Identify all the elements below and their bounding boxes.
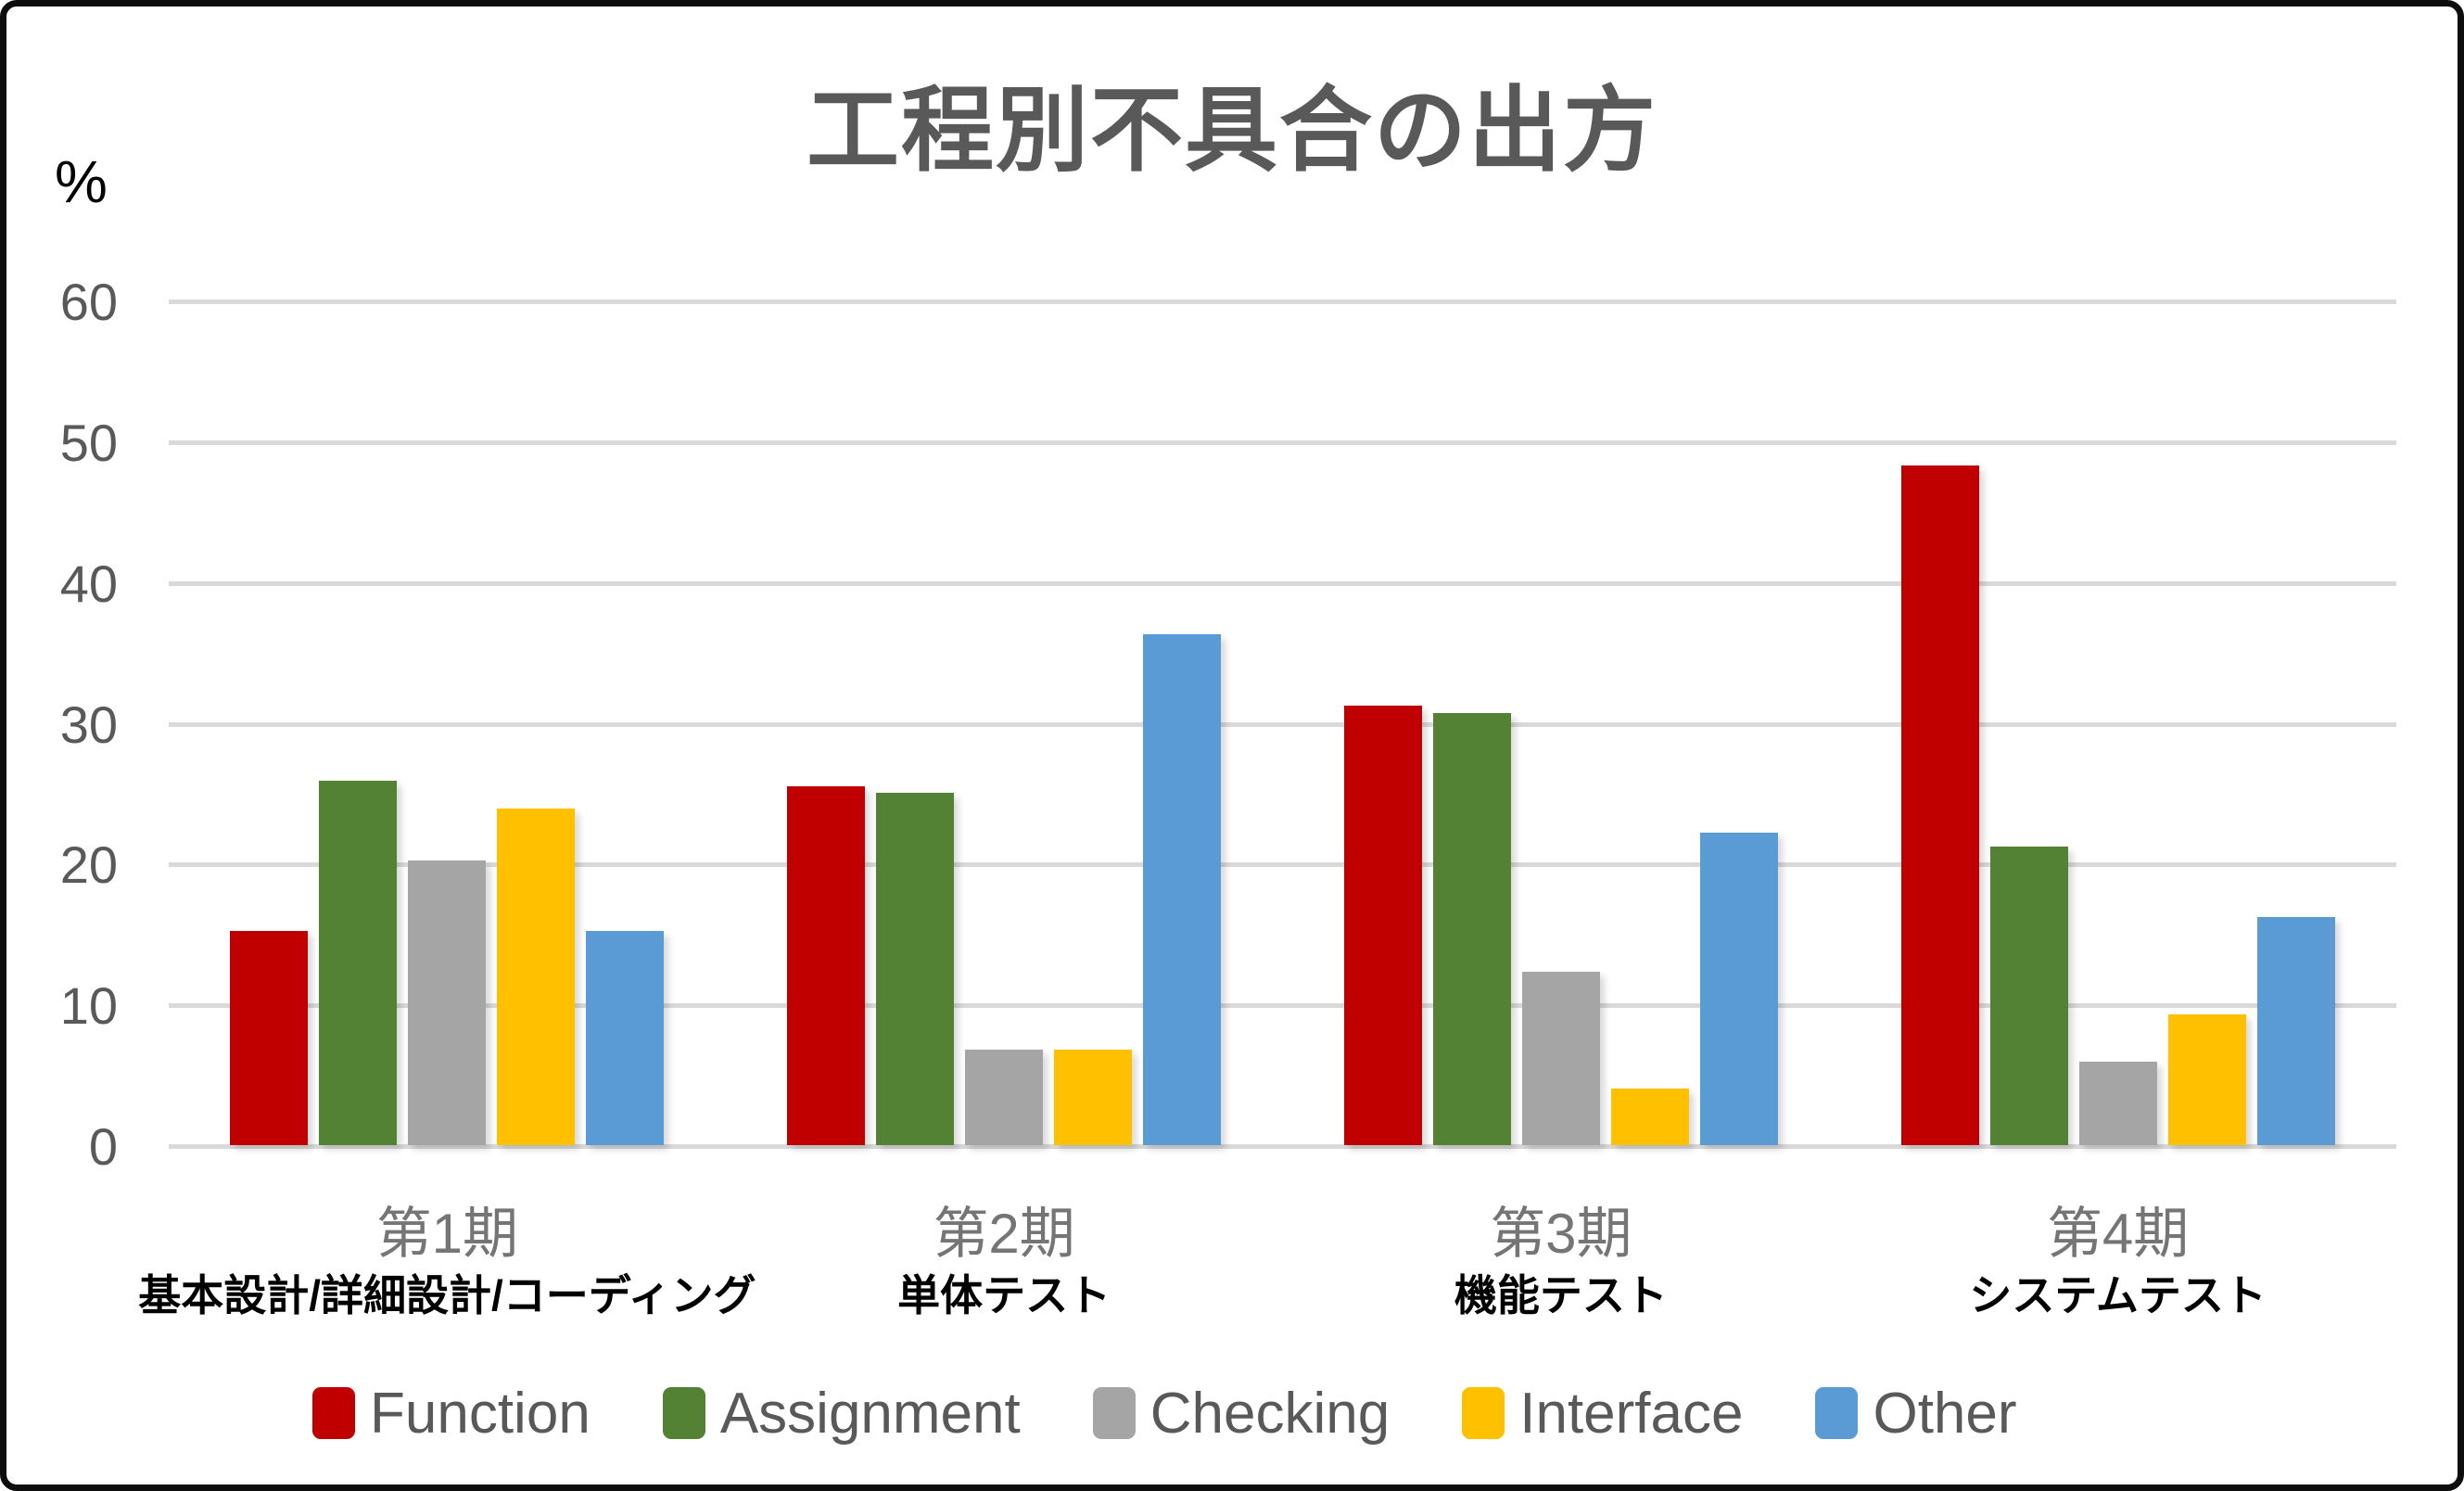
bar-other-period3 xyxy=(1699,832,1778,1145)
category-label-3: 第3期機能テスト xyxy=(1190,1201,1932,1323)
y-tick-label-10: 10 xyxy=(59,976,118,1036)
category-label-4: 第4期システムテスト xyxy=(1747,1201,2458,1323)
bar-other-period2 xyxy=(1143,633,1222,1145)
y-axis-unit-label: % xyxy=(55,148,108,215)
legend-label: Interface xyxy=(1519,1381,1744,1446)
legend-marker-interface xyxy=(1462,1387,1505,1439)
legend-label: Assignment xyxy=(719,1381,1021,1446)
bar-assignment-period2 xyxy=(876,793,955,1145)
category-label-2: 第2期単体テスト xyxy=(633,1201,1375,1323)
gridline-60 xyxy=(169,299,2396,304)
bar-function-period3 xyxy=(1343,706,1422,1145)
bar-assignment-period4 xyxy=(1989,847,2068,1145)
legend-item-function: Function xyxy=(312,1381,591,1446)
gridline-30 xyxy=(169,721,2396,727)
bar-assignment-period1 xyxy=(319,780,398,1145)
category-period-label: 第3期 xyxy=(1490,1203,1632,1265)
category-process-label: 単体テスト xyxy=(897,1271,1111,1319)
legend-item-assignment: Assignment xyxy=(662,1381,1021,1446)
category-period-label: 第2期 xyxy=(933,1203,1075,1265)
bar-assignment-period3 xyxy=(1432,712,1511,1145)
gridline-20 xyxy=(169,862,2396,868)
bar-checking-period3 xyxy=(1521,972,1600,1145)
legend-label: Other xyxy=(1873,1381,2017,1446)
category-process-label: 機能テスト xyxy=(1454,1271,1668,1319)
category-period-label: 第1期 xyxy=(375,1203,519,1265)
y-tick-label-30: 30 xyxy=(59,695,118,754)
y-tick-label-0: 0 xyxy=(88,1117,118,1176)
legend-marker-function xyxy=(312,1387,355,1439)
legend-item-other: Other xyxy=(1815,1381,2017,1446)
chart-title: 工程別不具合の出方 xyxy=(807,79,1657,183)
bar-function-period1 xyxy=(230,931,309,1145)
bar-interface-period3 xyxy=(1610,1089,1689,1145)
y-tick-label-40: 40 xyxy=(59,554,118,613)
gridline-0 xyxy=(169,1144,2396,1149)
category-label-1: 第1期基本設計/詳細設計/コーディング xyxy=(76,1201,818,1323)
bar-other-period1 xyxy=(586,931,665,1145)
legend-marker-assignment xyxy=(662,1387,705,1439)
bar-other-period4 xyxy=(2256,917,2335,1145)
bar-interface-period4 xyxy=(2167,1013,2246,1145)
legend-marker-other xyxy=(1815,1387,1859,1439)
gridline-40 xyxy=(169,580,2396,586)
gridline-50 xyxy=(169,440,2396,445)
legend-marker-checking xyxy=(1092,1387,1136,1439)
bar-function-period4 xyxy=(1900,465,1979,1145)
legend: Function Assignment Checking Interface Other xyxy=(312,1373,2017,1453)
bar-checking-period2 xyxy=(965,1049,1044,1145)
category-period-label: 第4期 xyxy=(2046,1203,2190,1265)
bar-interface-period2 xyxy=(1054,1049,1133,1145)
legend-item-checking: Checking xyxy=(1092,1381,1391,1446)
legend-item-interface: Interface xyxy=(1462,1381,1743,1446)
y-tick-label-60: 60 xyxy=(59,273,118,331)
legend-label: Function xyxy=(370,1381,591,1446)
bar-function-period2 xyxy=(787,785,866,1145)
y-tick-label-50: 50 xyxy=(59,413,118,472)
plot-area xyxy=(169,299,2396,1149)
category-process-label: システムテスト xyxy=(1969,1271,2267,1319)
y-tick-label-20: 20 xyxy=(59,835,118,895)
bar-checking-period4 xyxy=(2078,1062,2157,1145)
bar-checking-period1 xyxy=(408,860,487,1145)
gridline-10 xyxy=(169,1003,2396,1009)
bar-interface-period1 xyxy=(497,809,576,1145)
legend-label: Checking xyxy=(1149,1381,1391,1446)
category-process-label: 基本設計/詳細設計/コーディング xyxy=(138,1271,756,1319)
